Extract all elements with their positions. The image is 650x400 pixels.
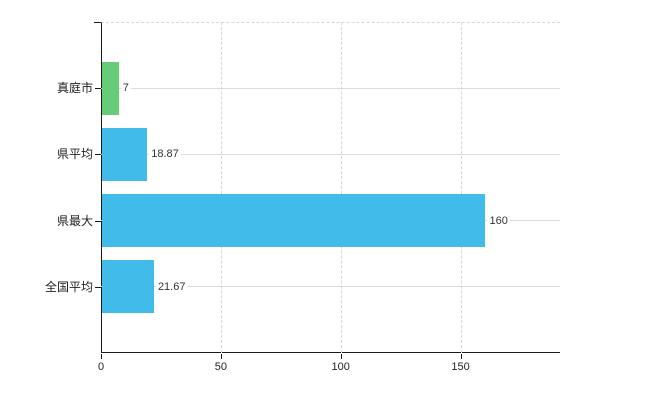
x-axis-tick	[220, 354, 222, 359]
y-axis-tick	[95, 220, 101, 222]
y-axis-top-tick	[94, 22, 101, 23]
value-label: 7	[120, 81, 131, 96]
plot-area	[101, 22, 560, 353]
x-axis-tick	[340, 354, 342, 359]
value-label: 160	[487, 213, 510, 228]
bar	[102, 194, 486, 248]
category-label: 県平均	[56, 147, 93, 162]
bar	[102, 127, 148, 181]
category-label: 真庭市	[56, 81, 93, 96]
x-axis-tick	[101, 354, 102, 359]
x-tick-label: 100	[331, 361, 350, 373]
x-tick-label: 150	[451, 361, 470, 373]
bar	[102, 61, 119, 115]
x-tick-label: 0	[97, 361, 105, 373]
x-axis-tick	[460, 354, 462, 359]
gridline-vertical	[220, 22, 222, 353]
gridline-horizontal	[101, 286, 560, 288]
category-label: 全国平均	[44, 279, 93, 294]
bar	[102, 260, 154, 314]
value-label: 18.87	[149, 147, 181, 162]
gridline-horizontal	[101, 153, 560, 155]
y-axis-tick	[95, 286, 101, 288]
category-label: 県最大	[56, 213, 93, 228]
value-label: 21.67	[155, 279, 188, 294]
gridline-horizontal	[101, 87, 560, 89]
gridline-vertical	[460, 22, 462, 353]
gridline-vertical	[340, 22, 342, 353]
x-tick-label: 50	[214, 361, 227, 373]
y-axis-tick	[95, 154, 101, 156]
y-axis-tick	[95, 88, 101, 90]
